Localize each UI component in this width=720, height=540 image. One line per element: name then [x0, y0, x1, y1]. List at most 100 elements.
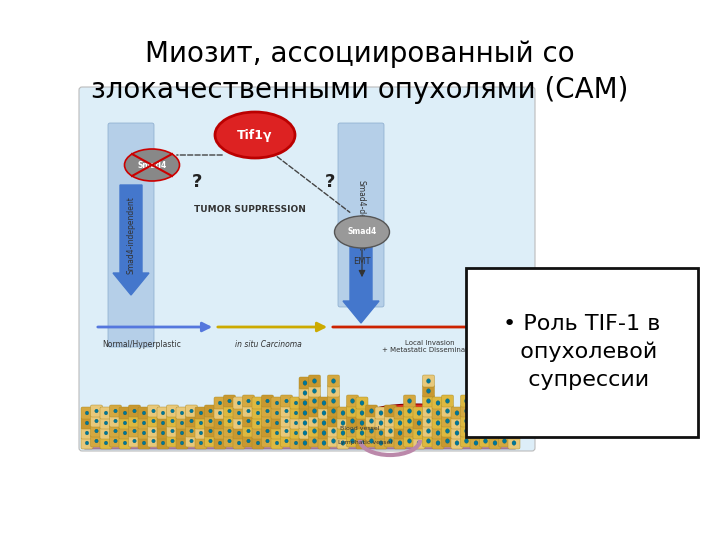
Ellipse shape [493, 431, 497, 435]
Ellipse shape [446, 429, 449, 433]
FancyBboxPatch shape [441, 395, 454, 407]
Ellipse shape [294, 441, 297, 445]
FancyBboxPatch shape [308, 415, 320, 427]
FancyBboxPatch shape [148, 415, 160, 427]
FancyBboxPatch shape [243, 435, 254, 447]
FancyBboxPatch shape [290, 437, 302, 449]
Ellipse shape [389, 409, 392, 413]
Ellipse shape [455, 411, 459, 415]
Ellipse shape [512, 381, 516, 385]
FancyBboxPatch shape [328, 425, 340, 437]
FancyBboxPatch shape [119, 407, 131, 419]
FancyBboxPatch shape [356, 397, 368, 409]
Ellipse shape [152, 429, 156, 433]
Ellipse shape [180, 441, 184, 445]
FancyBboxPatch shape [138, 407, 150, 419]
FancyBboxPatch shape [366, 435, 377, 447]
Ellipse shape [285, 419, 288, 423]
FancyBboxPatch shape [308, 395, 320, 407]
Ellipse shape [266, 409, 269, 413]
Text: • Роль TIF-1 в
  опухолевой
  супрессии: • Роль TIF-1 в опухолевой супрессии [503, 314, 661, 390]
Ellipse shape [104, 431, 108, 435]
Ellipse shape [266, 419, 269, 423]
FancyBboxPatch shape [119, 437, 131, 449]
Text: TUMOR SUPPRESSION: TUMOR SUPPRESSION [194, 206, 306, 214]
Ellipse shape [503, 399, 506, 403]
Ellipse shape [312, 389, 317, 393]
Ellipse shape [275, 441, 279, 445]
Ellipse shape [322, 421, 326, 426]
Ellipse shape [303, 391, 307, 395]
Ellipse shape [512, 401, 516, 405]
FancyArrow shape [113, 185, 149, 295]
Ellipse shape [218, 401, 222, 405]
Ellipse shape [464, 409, 469, 413]
Ellipse shape [331, 399, 336, 403]
Ellipse shape [218, 411, 222, 415]
FancyBboxPatch shape [128, 435, 140, 447]
Ellipse shape [322, 441, 326, 446]
Ellipse shape [285, 429, 288, 433]
Ellipse shape [446, 409, 449, 413]
Ellipse shape [312, 429, 317, 433]
FancyBboxPatch shape [461, 405, 472, 417]
FancyBboxPatch shape [261, 405, 274, 417]
Ellipse shape [331, 418, 336, 423]
Ellipse shape [385, 425, 475, 439]
Ellipse shape [493, 441, 497, 446]
Ellipse shape [95, 439, 98, 443]
Ellipse shape [143, 411, 145, 415]
Ellipse shape [474, 431, 478, 435]
FancyBboxPatch shape [328, 415, 340, 427]
Ellipse shape [417, 441, 421, 446]
FancyBboxPatch shape [233, 417, 245, 429]
FancyBboxPatch shape [318, 437, 330, 449]
FancyBboxPatch shape [176, 417, 188, 429]
Ellipse shape [104, 411, 108, 415]
Ellipse shape [247, 429, 251, 433]
Ellipse shape [238, 441, 240, 445]
Ellipse shape [335, 216, 390, 248]
FancyBboxPatch shape [223, 425, 235, 437]
Ellipse shape [417, 421, 421, 426]
FancyBboxPatch shape [290, 427, 302, 439]
Ellipse shape [436, 401, 440, 405]
FancyBboxPatch shape [91, 425, 102, 437]
FancyBboxPatch shape [299, 387, 311, 399]
FancyBboxPatch shape [356, 407, 368, 419]
Ellipse shape [365, 404, 465, 426]
FancyBboxPatch shape [252, 407, 264, 419]
FancyBboxPatch shape [299, 407, 311, 419]
FancyBboxPatch shape [375, 407, 387, 419]
FancyBboxPatch shape [413, 437, 425, 449]
FancyBboxPatch shape [346, 395, 359, 407]
FancyBboxPatch shape [138, 437, 150, 449]
FancyBboxPatch shape [508, 407, 520, 419]
Text: ?: ? [192, 173, 202, 191]
FancyBboxPatch shape [441, 415, 454, 427]
FancyBboxPatch shape [461, 435, 472, 447]
FancyBboxPatch shape [204, 435, 217, 447]
Ellipse shape [190, 429, 193, 433]
FancyBboxPatch shape [328, 395, 340, 407]
Ellipse shape [408, 438, 412, 443]
FancyBboxPatch shape [223, 395, 235, 407]
FancyBboxPatch shape [100, 407, 112, 419]
Ellipse shape [285, 399, 288, 403]
FancyBboxPatch shape [233, 437, 245, 449]
FancyBboxPatch shape [328, 405, 340, 417]
FancyBboxPatch shape [271, 397, 283, 409]
FancyBboxPatch shape [109, 405, 122, 417]
Ellipse shape [161, 411, 165, 415]
Ellipse shape [512, 431, 516, 435]
FancyBboxPatch shape [346, 405, 359, 417]
Ellipse shape [503, 429, 506, 433]
Ellipse shape [493, 391, 497, 395]
Ellipse shape [256, 441, 260, 445]
FancyBboxPatch shape [328, 375, 340, 387]
Text: Local Invasion
+ Metastatic Dissemination: Local Invasion + Metastatic Disseminatio… [382, 340, 478, 353]
Ellipse shape [132, 439, 136, 443]
FancyBboxPatch shape [81, 407, 93, 419]
FancyBboxPatch shape [252, 397, 264, 409]
FancyBboxPatch shape [480, 415, 492, 427]
